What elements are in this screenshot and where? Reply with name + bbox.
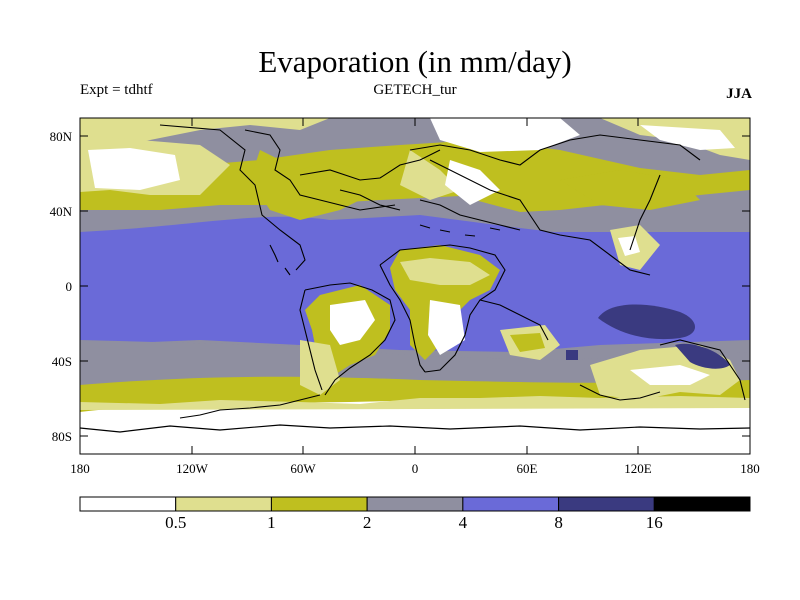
evaporation-field: [80, 118, 750, 454]
colorbar-swatch: [366, 496, 464, 512]
lon-label: 0: [412, 461, 419, 476]
colorbar-label: 2: [363, 513, 372, 532]
colorbar-swatch: [270, 496, 368, 512]
lon-ticks: [191, 118, 639, 454]
experiment-label: Expt = tdhtf: [80, 82, 153, 98]
lon-label: 60E: [517, 461, 538, 476]
colorbar-swatch: [175, 496, 272, 512]
lat-label: 40S: [52, 354, 72, 369]
lat-ticks: [80, 135, 750, 437]
lon-label: 60W: [290, 461, 316, 476]
colorbar-label: 4: [459, 513, 468, 532]
colorbar-swatch: [558, 496, 655, 512]
lat-label: 80N: [50, 129, 73, 144]
lon-label: 180: [740, 461, 760, 476]
lat-labels: 80N 40N 0 40S 80S: [50, 129, 73, 444]
chart-subtitle: GETECH_tur: [373, 82, 457, 98]
colorbar-label: 16: [646, 513, 663, 532]
lon-label: 120W: [176, 461, 209, 476]
colorbar-label: 0.5: [165, 513, 186, 532]
season-label: JJA: [726, 86, 752, 102]
colorbar-label: 8: [554, 513, 563, 532]
lat-label: 0: [66, 279, 73, 294]
coastlines: [159, 124, 746, 419]
colorbar-swatch: [79, 496, 177, 512]
lat-label: 40N: [50, 204, 73, 219]
lat-label: 80S: [52, 429, 72, 444]
colorbar-swatch: [653, 496, 751, 512]
lon-label: 180: [70, 461, 90, 476]
chart-title: Evaporation (in mm/day): [258, 44, 572, 79]
colorbar-label: 1: [267, 513, 276, 532]
lon-label: 120E: [624, 461, 652, 476]
colorbar: 0.5 1 2 4 8 16: [79, 496, 751, 532]
colorbar-swatch: [462, 496, 560, 512]
lon-labels: 180 120W 60W 0 60E 120E 180: [70, 461, 760, 476]
